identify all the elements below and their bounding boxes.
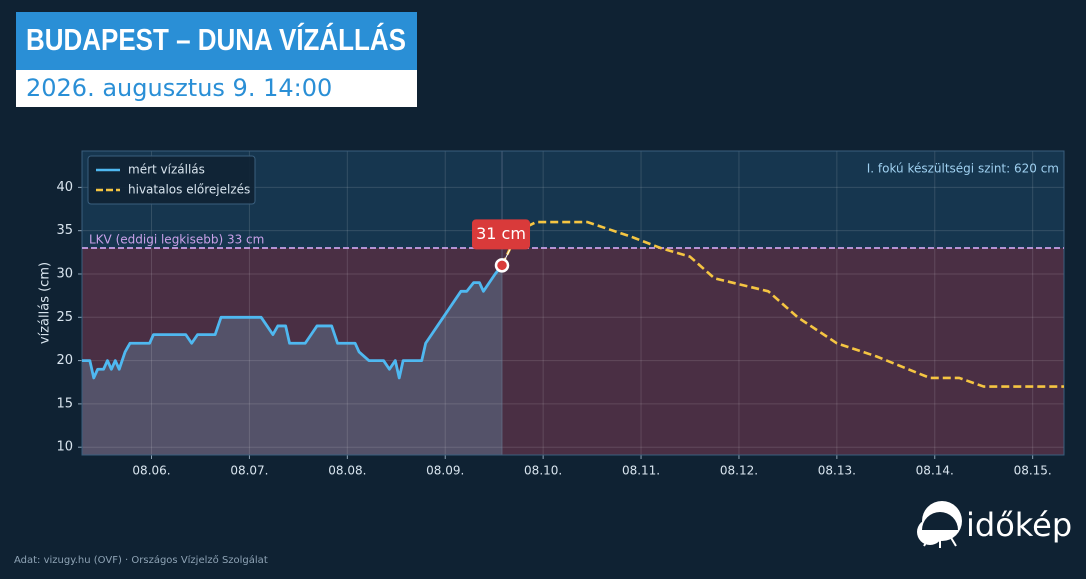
y-tick-label: 25 xyxy=(56,310,73,325)
x-tick-label: 08.08. xyxy=(328,464,366,478)
annotation: I. fokú készültségi szint: 620 cm xyxy=(867,162,1059,176)
series-line xyxy=(82,264,504,380)
legend-label: hivatalos előrejelzés xyxy=(128,183,250,197)
x-tick-label: 08.12. xyxy=(720,464,758,478)
legend-label: mért vízállás xyxy=(128,163,205,177)
y-tick-label: 40 xyxy=(56,180,73,195)
reference-label: LKV (eddigi legkisebb) 33 cm xyxy=(89,233,264,247)
x-tick-label: 08.15. xyxy=(1014,464,1052,478)
legend-box xyxy=(87,155,256,205)
title-box xyxy=(16,12,417,70)
x-tick-label: 08.14. xyxy=(916,464,954,478)
x-tick-label: 08.07. xyxy=(230,464,268,478)
y-axis-label: vízállás (cm) xyxy=(38,262,53,344)
y-tick-label: 35 xyxy=(56,223,73,238)
x-tick-label: 08.13. xyxy=(818,464,856,478)
logo-text: időkép xyxy=(966,506,1072,544)
callout-box xyxy=(472,219,531,250)
x-tick-label: 08.09. xyxy=(426,464,464,478)
y-tick-label: 20 xyxy=(56,353,73,368)
chart-title: BUDAPEST – DUNA VÍZÁLLÁS xyxy=(26,22,406,57)
plot-border xyxy=(81,150,1065,456)
measured-area xyxy=(82,265,503,455)
source: Adat: vizugy.hu (OVF) · Országos Vízjelz… xyxy=(14,554,268,566)
series-line xyxy=(500,220,1064,388)
callout-label: 31 cm xyxy=(476,224,526,243)
y-tick-label: 30 xyxy=(56,266,73,281)
x-tick-label: 08.10. xyxy=(524,464,562,478)
logo-icon xyxy=(917,501,962,548)
y-tick-label: 10 xyxy=(56,440,73,455)
y-tick-label: 15 xyxy=(56,396,73,411)
chart-subtitle: 2026. augusztus 9. 14:00 xyxy=(26,74,332,102)
current-marker xyxy=(494,258,510,273)
x-tick-label: 08.11. xyxy=(622,464,660,478)
plot-area: 10 15 20 25 30 35 40 08.06. 08.07. 08.08. 08.09. 08… xyxy=(56,150,1065,478)
x-tick-label: 08.06. xyxy=(132,464,170,478)
subtitle-box xyxy=(16,70,417,107)
